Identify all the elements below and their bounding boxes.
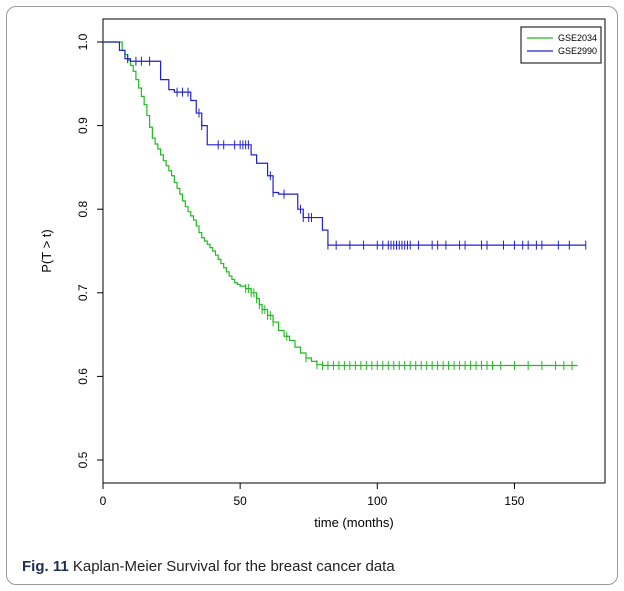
figure-caption: Fig. 11 Kaplan-Meier Survival for the br… bbox=[22, 558, 395, 575]
series-layer bbox=[103, 41, 586, 367]
y-tick-label-0: 0.5 bbox=[76, 451, 90, 468]
x-axis: 0 50 100 150 bbox=[100, 483, 525, 508]
x-tick-label-3: 150 bbox=[504, 494, 524, 508]
series-line-gse2990 bbox=[103, 41, 586, 246]
x-tick-label-0: 0 bbox=[100, 494, 107, 508]
x-tick-label-1: 50 bbox=[233, 494, 247, 508]
figure-caption-text: Kaplan-Meier Survival for the breast can… bbox=[68, 558, 395, 575]
y-axis: 0.5 0.6 0.7 0.8 0.9 1.0 bbox=[76, 33, 103, 468]
plot-area-box bbox=[102, 18, 606, 484]
y-tick-label-3: 0.8 bbox=[76, 201, 90, 218]
censor-layer bbox=[127, 54, 587, 371]
y-tick-label-2: 0.7 bbox=[76, 284, 90, 301]
series-line-gse2034 bbox=[103, 41, 578, 367]
x-axis-label: time (months) bbox=[314, 515, 393, 530]
figure-frame bbox=[6, 6, 618, 585]
x-tick-label-2: 100 bbox=[367, 494, 387, 508]
y-tick-label-5: 1.0 bbox=[76, 33, 90, 50]
figure-caption-label: Fig. 11 bbox=[22, 558, 69, 575]
legend-box bbox=[520, 26, 602, 64]
y-tick-label-4: 0.9 bbox=[76, 117, 90, 134]
y-tick-label-1: 0.6 bbox=[76, 368, 90, 385]
legend-label-gse2034: GSE2034 bbox=[558, 33, 597, 43]
y-axis-label: P(T > t) bbox=[39, 229, 54, 272]
legend: GSE2034 GSE2990 bbox=[520, 26, 602, 64]
legend-label-gse2990: GSE2990 bbox=[558, 46, 597, 56]
